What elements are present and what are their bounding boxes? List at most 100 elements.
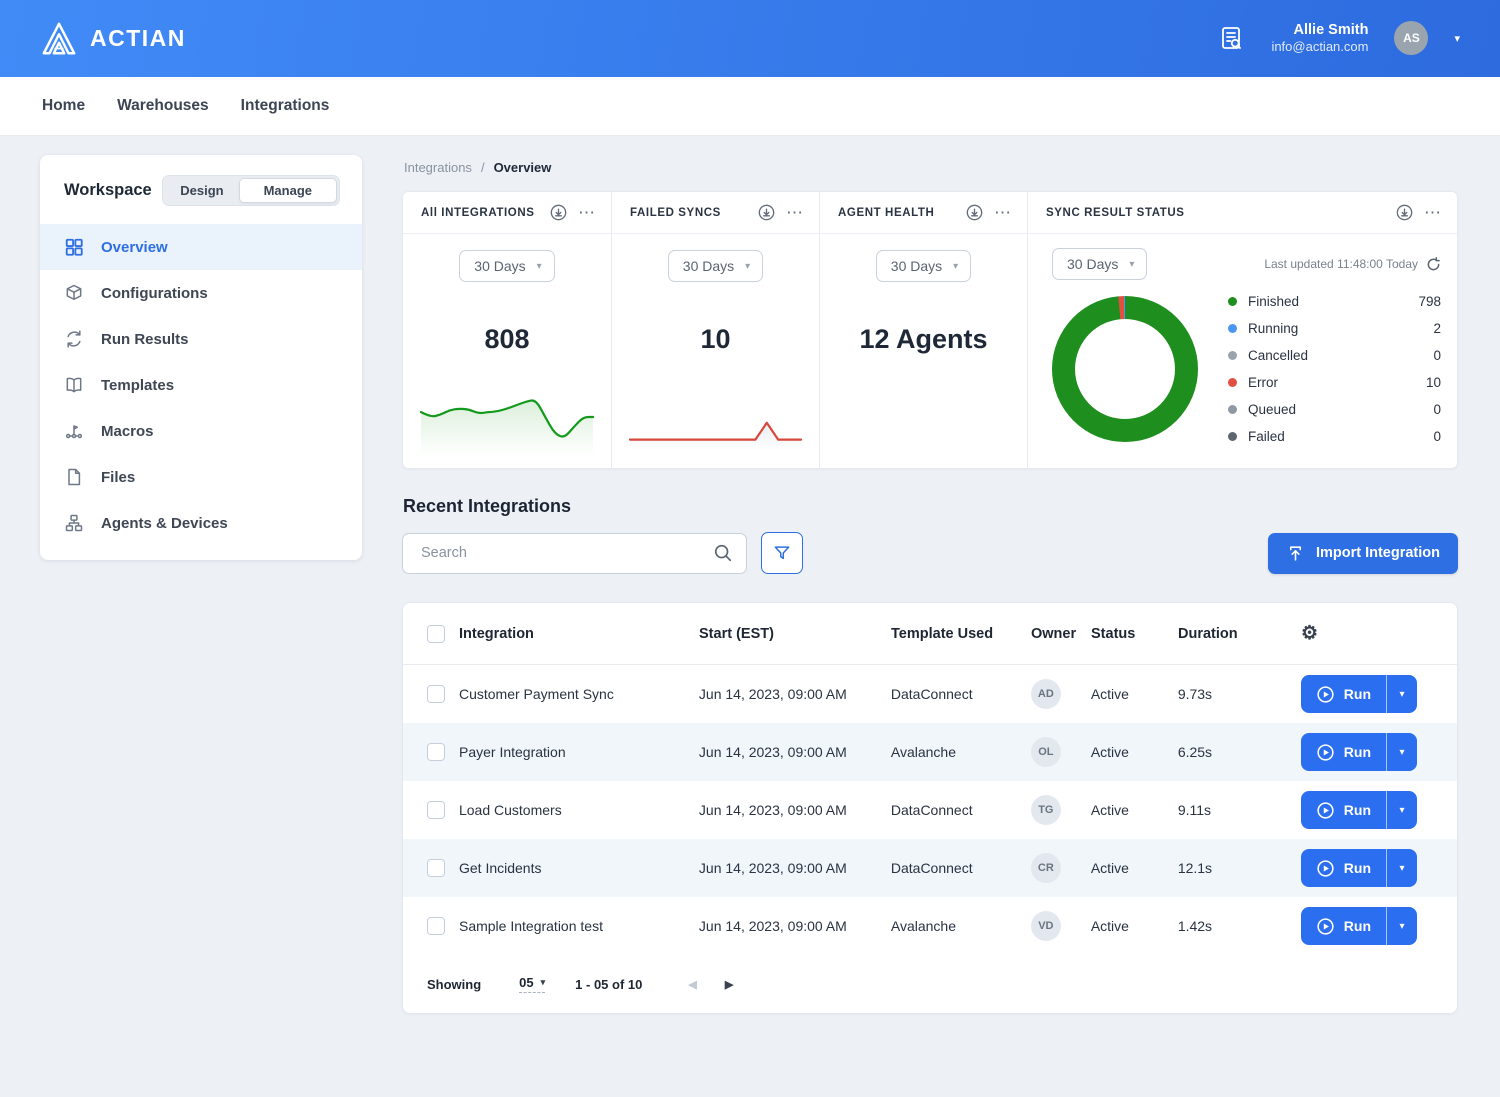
card-title: All INTEGRATIONS (421, 206, 535, 219)
more-options-icon[interactable]: ⋯ (786, 203, 804, 222)
legend-dot (1228, 324, 1237, 333)
recent-integrations-heading: Recent Integrations (403, 496, 572, 516)
legend-label: Error (1248, 375, 1278, 390)
nav-item-home[interactable]: Home (42, 97, 86, 114)
next-page-icon[interactable]: ▶ (724, 978, 734, 991)
sidebar-item-run-results[interactable]: Run Results (40, 316, 362, 362)
table-row[interactable]: Payer Integration Jun 14, 2023, 09:00 AM… (403, 723, 1457, 781)
cell-start: Jun 14, 2023, 09:00 AM (698, 918, 847, 934)
row-checkbox[interactable] (427, 685, 445, 703)
run-options-caret-icon[interactable]: ▾ (1399, 746, 1405, 758)
sidebar-item-templates[interactable]: Templates (40, 362, 362, 408)
row-checkbox[interactable] (427, 743, 445, 761)
download-icon[interactable] (966, 204, 983, 221)
user-avatar[interactable]: AS (1394, 21, 1429, 56)
period-value: 30 Days (474, 258, 526, 274)
legend-item: Queued 0 (1228, 396, 1441, 423)
run-options-caret-icon[interactable]: ▾ (1399, 688, 1405, 700)
legend-label: Queued (1248, 402, 1297, 417)
brand-logo[interactable]: ACTIAN (40, 20, 186, 58)
cell-status: Active (1090, 744, 1129, 760)
book-icon (64, 375, 84, 395)
period-select[interactable]: 30 Days ▾ (667, 250, 764, 282)
chevron-down-icon: ▾ (745, 260, 751, 272)
cell-start: Jun 14, 2023, 09:00 AM (698, 686, 847, 702)
sidebar-item-configurations[interactable]: Configurations (40, 270, 362, 316)
page-size-select[interactable]: 05 ▾ (519, 975, 546, 993)
period-select[interactable]: 30 Days ▾ (1052, 248, 1148, 280)
run-button[interactable]: Run ▾ (1300, 733, 1417, 771)
previous-page-icon[interactable]: ◀ (688, 978, 697, 991)
run-options-caret-icon[interactable]: ▾ (1399, 804, 1405, 816)
row-checkbox[interactable] (427, 859, 445, 877)
search-input[interactable] (419, 544, 713, 562)
run-button[interactable]: Run ▾ (1300, 849, 1417, 887)
all-integrations-value: 808 (484, 324, 530, 354)
row-checkbox[interactable] (427, 801, 445, 819)
card-agent-health: AGENT HEALTH ⋯ 30 Days ▾ 12 Agents (820, 192, 1028, 468)
sidebar-item-overview[interactable]: Overview (40, 224, 362, 270)
legend-dot (1228, 378, 1237, 387)
filter-button[interactable] (761, 532, 803, 574)
download-icon[interactable] (550, 204, 567, 221)
sidebar-item-label: Configurations (101, 284, 208, 302)
run-button[interactable]: Run ▾ (1300, 791, 1417, 829)
cell-duration: 9.73s (1177, 686, 1213, 702)
more-options-icon[interactable]: ⋯ (578, 203, 596, 222)
search-icon[interactable] (713, 543, 733, 563)
user-name: Allie Smith (1293, 21, 1369, 38)
table-header: Integration Start (EST) Template Used Ow… (403, 603, 1457, 665)
chevron-down-icon: ▾ (536, 260, 542, 272)
row-checkbox[interactable] (427, 917, 445, 935)
table-settings-gear-icon[interactable]: ⚙ (1301, 623, 1319, 644)
showing-label: Showing (427, 976, 482, 992)
cell-integration: Sample Integration test (458, 918, 603, 934)
run-options-caret-icon[interactable]: ▾ (1399, 862, 1405, 874)
cell-start: Jun 14, 2023, 09:00 AM (698, 744, 847, 760)
breadcrumb: Integrations / Overview (404, 160, 1458, 175)
select-all-checkbox[interactable] (427, 624, 445, 643)
breadcrumb-parent[interactable]: Integrations (404, 160, 472, 175)
upload-icon (1286, 544, 1305, 563)
sidebar-item-agents-devices[interactable]: Agents & Devices (40, 500, 362, 546)
sidebar-item-macros[interactable]: Macros (40, 408, 362, 454)
sidebar-item-label: Overview (101, 238, 168, 256)
refresh-icon[interactable] (1426, 256, 1441, 272)
download-icon[interactable] (758, 204, 775, 221)
run-button[interactable]: Run ▾ (1300, 675, 1417, 713)
nav-item-warehouses[interactable]: Warehouses (117, 97, 209, 114)
cell-duration: 9.11s (1177, 802, 1212, 818)
run-button[interactable]: Run ▾ (1300, 907, 1417, 945)
table-row[interactable]: Get Incidents Jun 14, 2023, 09:00 AM Dat… (403, 839, 1457, 897)
page-size-value: 05 (519, 975, 534, 990)
sidebar-item-files[interactable]: Files (40, 454, 362, 500)
audit-log-icon[interactable] (1217, 24, 1245, 52)
run-options-caret-icon[interactable]: ▾ (1399, 920, 1405, 932)
legend-value: 2 (1433, 321, 1441, 336)
table-row[interactable]: Sample Integration test Jun 14, 2023, 09… (403, 897, 1457, 955)
period-select[interactable]: 30 Days ▾ (459, 250, 555, 282)
more-options-icon[interactable]: ⋯ (1424, 203, 1442, 222)
sidebar-item-label: Templates (101, 376, 175, 394)
table-row[interactable]: Customer Payment Sync Jun 14, 2023, 09:0… (403, 665, 1457, 723)
column-status: Status (1091, 625, 1136, 642)
table-row[interactable]: Load Customers Jun 14, 2023, 09:00 AM Da… (403, 781, 1457, 839)
sidebar-item-label: Agents & Devices (101, 514, 228, 532)
nav-item-integrations[interactable]: Integrations (240, 97, 330, 114)
period-value: 30 Days (890, 258, 943, 274)
all-integrations-sparkline (419, 376, 595, 456)
failed-syncs-value: 10 (700, 324, 731, 354)
download-icon[interactable] (1396, 204, 1413, 221)
main-nav: Home Warehouses Integrations (0, 77, 1500, 136)
more-options-icon[interactable]: ⋯ (994, 203, 1012, 222)
sync-result-donut-chart (1052, 296, 1198, 442)
pagination: Showing 05 ▾ 1 - 05 of 10 ◀ ▶ (403, 955, 1457, 1013)
toggle-design[interactable]: Design (180, 183, 224, 198)
import-integration-button[interactable]: Import Integration (1267, 532, 1458, 574)
period-select[interactable]: 30 Days ▾ (875, 250, 972, 282)
toggle-manage[interactable]: Manage (238, 178, 337, 203)
recent-toolbar: Import Integration (402, 532, 1458, 574)
user-menu-caret-icon[interactable]: ▾ (1454, 32, 1460, 45)
cell-start: Jun 14, 2023, 09:00 AM (698, 802, 847, 818)
search-box (402, 532, 747, 574)
